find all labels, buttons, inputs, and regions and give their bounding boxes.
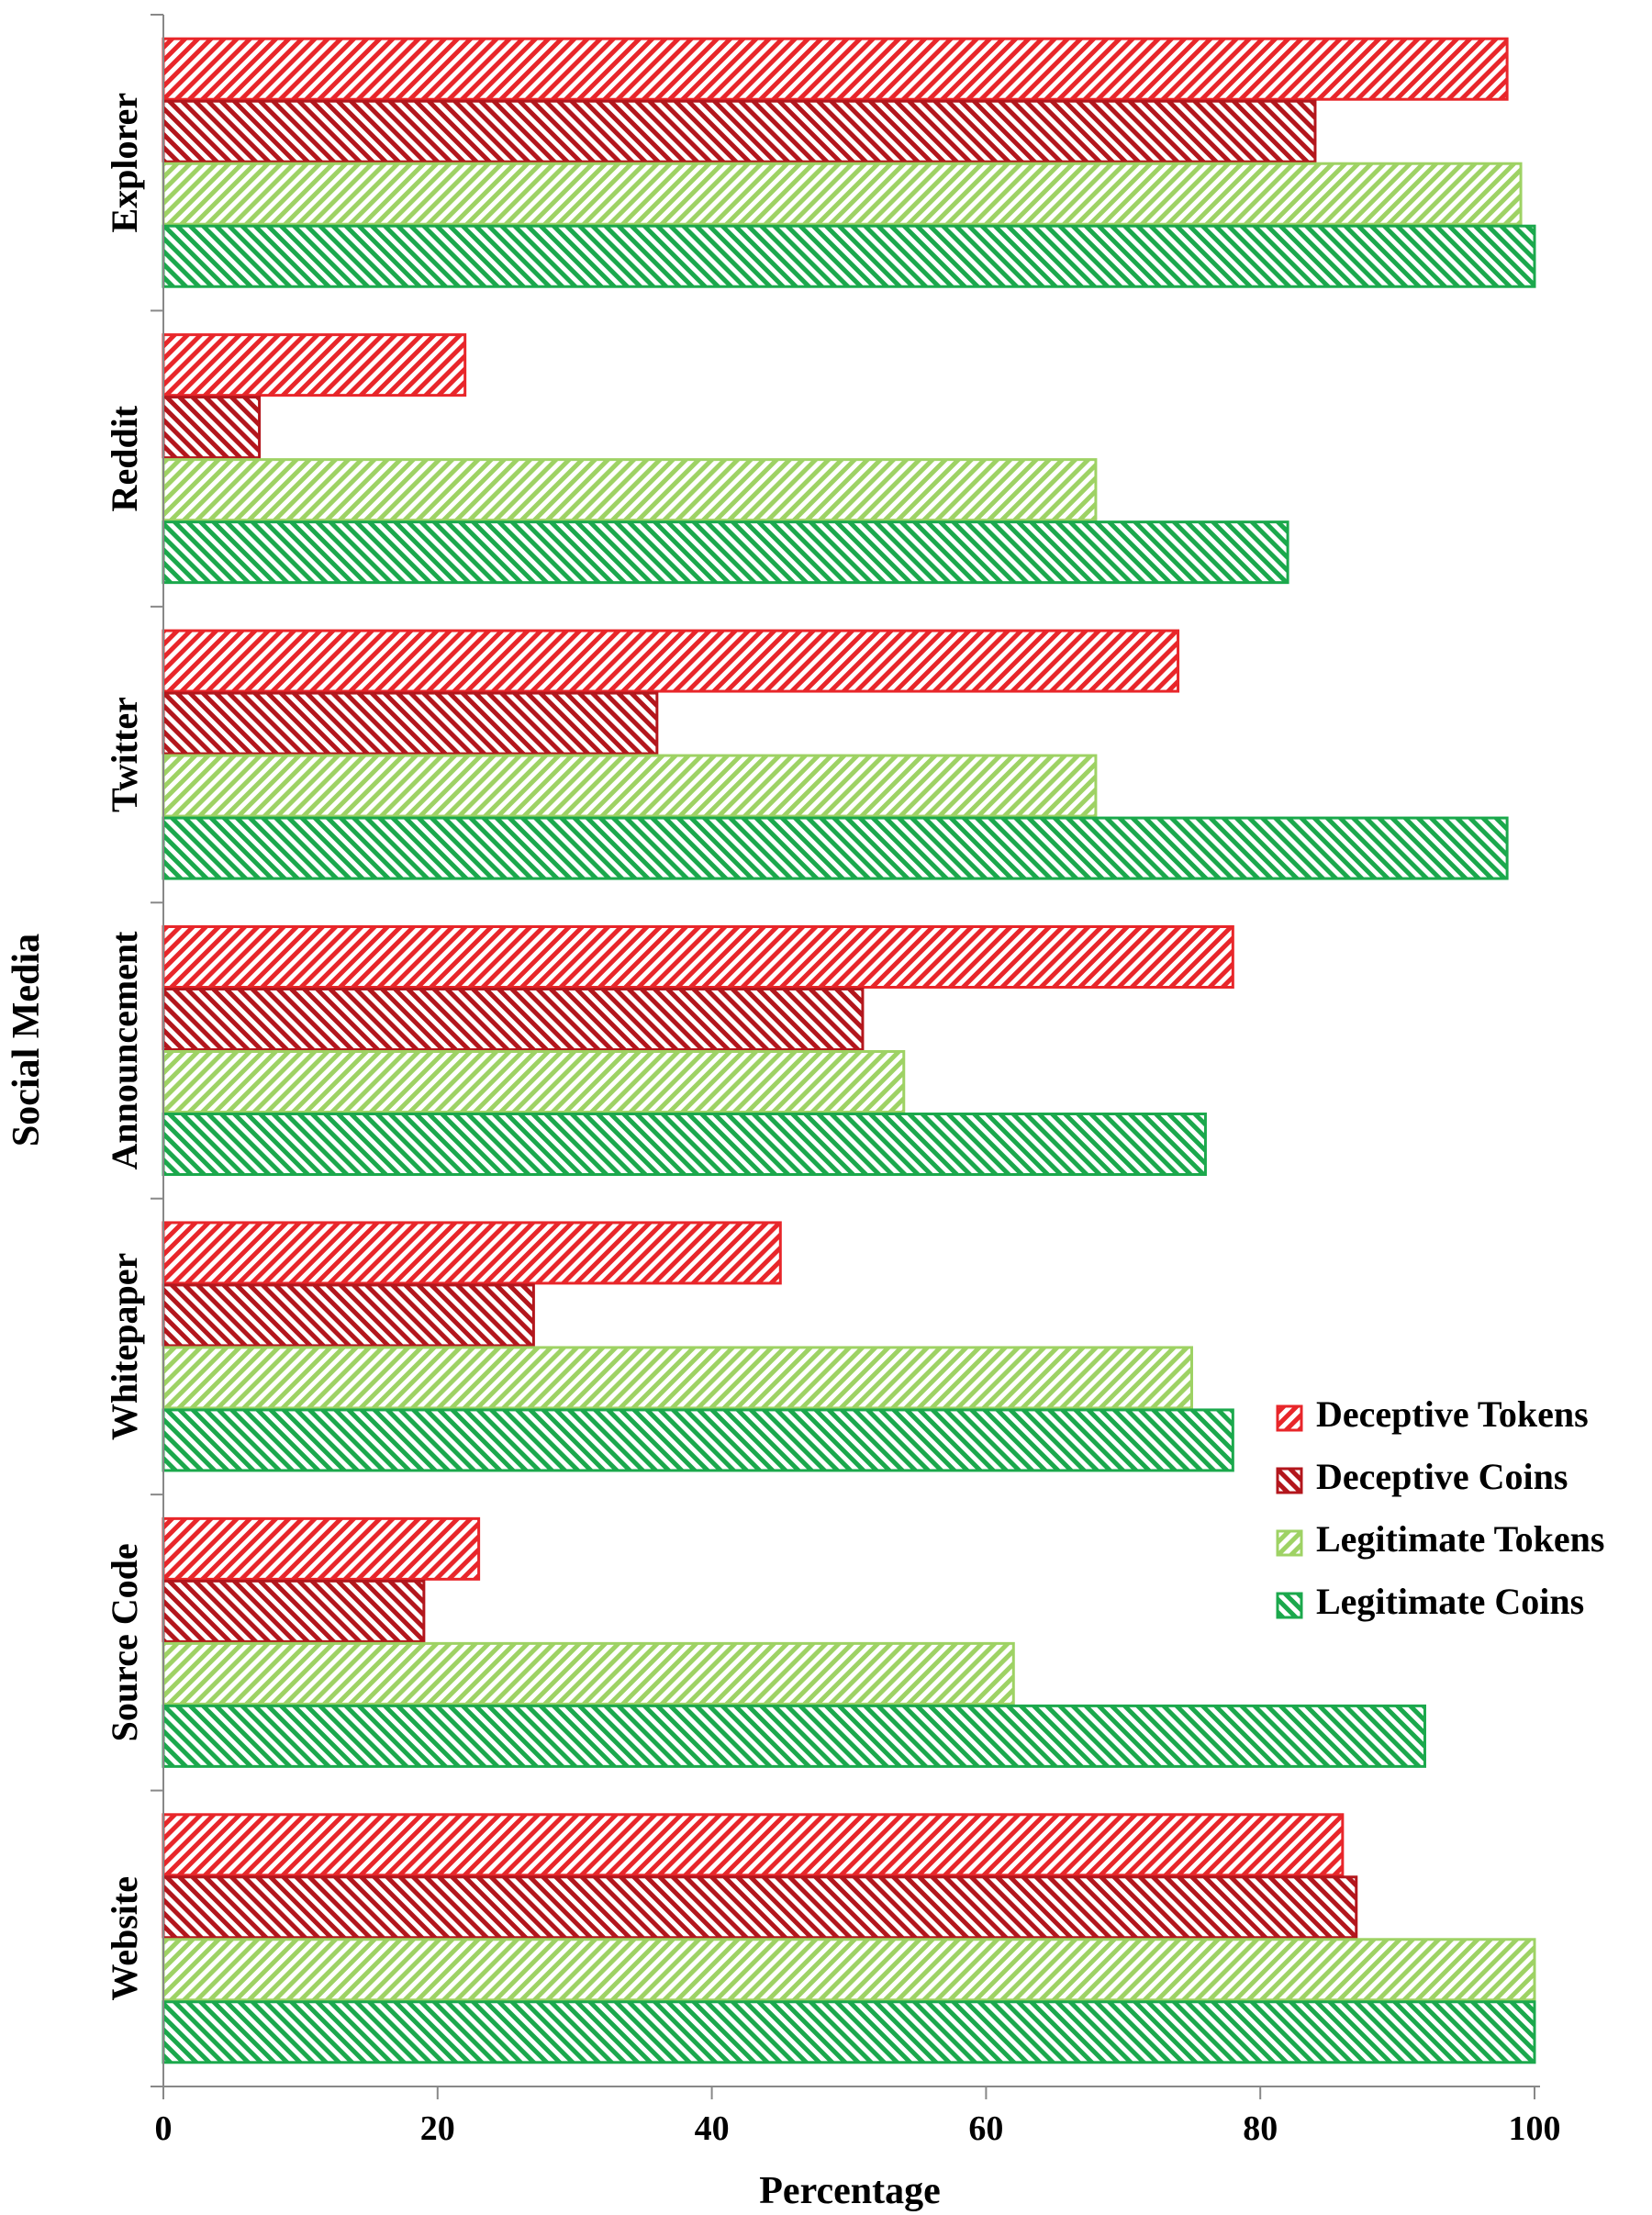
- bar-website-legitimate-coins: [162, 2000, 1536, 2064]
- category-label-source-code: Source Code: [104, 1543, 145, 1741]
- category-label-twitter: Twitter: [104, 697, 145, 812]
- bar-website-legitimate-tokens: [162, 1938, 1536, 2002]
- bar-explorer-deceptive-tokens: [162, 37, 1509, 101]
- category-label-whitepaper: Whitepaper: [104, 1253, 145, 1440]
- bar-twitter-legitimate-coins: [162, 816, 1509, 880]
- bar-whitepaper-deceptive-tokens: [162, 1221, 782, 1285]
- x-tick-label: 100: [1509, 2109, 1561, 2148]
- x-tick-label: 80: [1243, 2109, 1278, 2148]
- bar-twitter-legitimate-tokens: [162, 754, 1098, 818]
- legend-swatch-legitimate-tokens: [1276, 1529, 1303, 1557]
- category-label-explorer: Explorer: [104, 93, 145, 233]
- x-tick-label: 20: [420, 2109, 455, 2148]
- category-label-reddit: Reddit: [104, 405, 145, 511]
- legend-swatch-legitimate-coins: [1276, 1592, 1303, 1619]
- bar-announcement-deceptive-tokens: [162, 925, 1234, 989]
- bar-twitter-deceptive-coins: [162, 691, 659, 755]
- bar-source-code-legitimate-coins: [162, 1704, 1426, 1768]
- bar-source-code-deceptive-coins: [162, 1579, 426, 1643]
- axes-layer: 0 20 40 60 80 100 Explorer Reddit Twitter Announc…: [104, 14, 1561, 2148]
- legend-label-legitimate-tokens: Legitimate Tokens: [1316, 1518, 1604, 1560]
- legend-label-legitimate-coins: Legitimate Coins: [1316, 1581, 1584, 1622]
- category-label-announcement: Announcement: [104, 931, 145, 1170]
- bar-explorer-legitimate-tokens: [162, 162, 1523, 226]
- legend-label-deceptive-tokens: Deceptive Tokens: [1316, 1393, 1589, 1435]
- bars-layer: [162, 37, 1536, 2064]
- bar-source-code-deceptive-tokens: [162, 1516, 481, 1581]
- x-tick-label: 0: [155, 2109, 173, 2148]
- bar-reddit-deceptive-coins: [162, 396, 262, 460]
- bar-whitepaper-legitimate-coins: [162, 1408, 1234, 1472]
- legend-label-deceptive-coins: Deceptive Coins: [1316, 1456, 1568, 1497]
- y-axis-title: Social Media: [6, 934, 48, 1147]
- bar-announcement-legitimate-coins: [162, 1113, 1207, 1176]
- legend: Deceptive Tokens Deceptive Coins Legitimat…: [1276, 1393, 1604, 1622]
- x-tick-label: 40: [695, 2109, 730, 2148]
- bar-reddit-legitimate-coins: [162, 520, 1289, 585]
- bar-announcement-deceptive-coins: [162, 988, 865, 1051]
- legend-swatch-deceptive-coins: [1276, 1467, 1303, 1494]
- bar-whitepaper-legitimate-tokens: [162, 1346, 1193, 1410]
- bar-announcement-legitimate-tokens: [162, 1050, 906, 1113]
- x-tick-label: 60: [968, 2109, 1003, 2148]
- bar-reddit-deceptive-tokens: [162, 333, 467, 397]
- bar-website-deceptive-coins: [162, 1875, 1358, 1940]
- bar-source-code-legitimate-tokens: [162, 1641, 1015, 1706]
- bar-reddit-legitimate-tokens: [162, 458, 1098, 522]
- category-label-website: Website: [104, 1876, 145, 2001]
- legend-swatch-deceptive-tokens: [1276, 1404, 1303, 1432]
- x-axis-title: Percentage: [759, 2170, 940, 2212]
- bar-explorer-legitimate-coins: [162, 224, 1536, 288]
- bar-explorer-deceptive-coins: [162, 99, 1317, 163]
- bar-website-deceptive-tokens: [162, 1813, 1345, 1877]
- bar-whitepaper-deceptive-coins: [162, 1283, 535, 1348]
- bar-twitter-deceptive-tokens: [162, 629, 1180, 693]
